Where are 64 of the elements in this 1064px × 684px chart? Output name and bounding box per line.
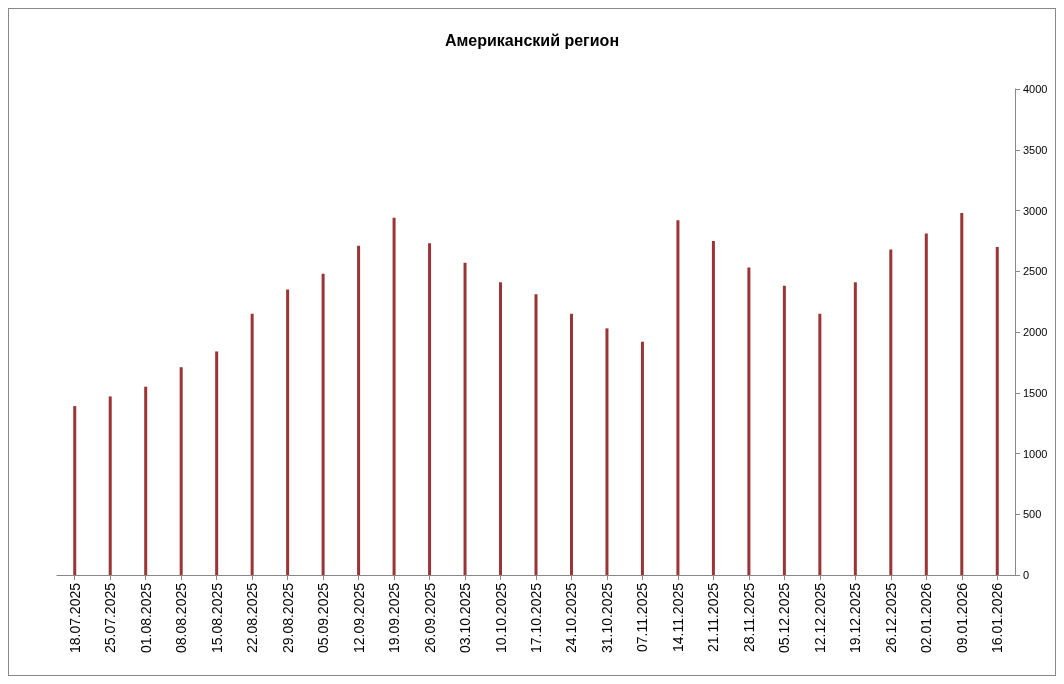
bar xyxy=(889,249,893,575)
y-tick-label: 2500 xyxy=(1023,265,1048,278)
bar xyxy=(108,396,112,575)
x-tick-label: 15.08.2025 xyxy=(208,582,225,654)
x-tick-label: 31.10.2025 xyxy=(598,582,615,654)
x-tick-label: 12.09.2025 xyxy=(350,582,367,654)
bar xyxy=(747,267,751,575)
y-tick-label: 3000 xyxy=(1023,204,1048,217)
x-tick-label: 22.08.2025 xyxy=(244,582,261,654)
x-tick-label: 05.09.2025 xyxy=(315,582,332,654)
bar xyxy=(853,282,857,575)
bar xyxy=(215,351,219,575)
bar xyxy=(605,328,609,575)
bar xyxy=(534,294,538,575)
y-tick-label: 1500 xyxy=(1023,386,1048,399)
bar xyxy=(676,220,680,575)
x-tick-label: 07.11.2025 xyxy=(634,582,651,653)
bar xyxy=(499,282,503,575)
y-tick-label: 2000 xyxy=(1023,326,1048,338)
chart-title: Американский регион xyxy=(444,31,620,49)
bar xyxy=(924,233,928,575)
x-tick-label: 29.08.2025 xyxy=(279,582,296,654)
bar xyxy=(250,313,254,575)
y-tick-label: 1000 xyxy=(1023,447,1048,460)
bar xyxy=(782,285,786,575)
y-tick-label: 500 xyxy=(1023,508,1042,521)
x-tick-label: 09.01.2026 xyxy=(953,582,970,654)
x-tick-label: 19.09.2025 xyxy=(386,582,403,654)
y-tick-label: 3500 xyxy=(1023,143,1048,156)
x-tick-label: 28.11.2025 xyxy=(740,582,757,653)
bar xyxy=(357,245,361,575)
bar xyxy=(569,313,573,575)
bar xyxy=(463,262,467,575)
bar xyxy=(995,246,999,575)
bar xyxy=(73,406,77,575)
x-tick-label: 14.11.2025 xyxy=(669,582,686,653)
x-tick-label: 21.11.2025 xyxy=(705,582,722,653)
x-tick-label: 03.10.2025 xyxy=(457,582,474,654)
x-tick-label: 01.08.2025 xyxy=(137,582,154,654)
bar xyxy=(179,367,183,575)
bar xyxy=(286,289,290,575)
bar xyxy=(428,243,432,575)
x-tick-label: 18.07.2025 xyxy=(66,582,83,654)
bar xyxy=(711,240,715,575)
x-tick-label: 16.01.2026 xyxy=(989,582,1006,654)
x-tick-label: 25.07.2025 xyxy=(102,582,119,654)
x-tick-label: 26.12.2025 xyxy=(882,582,899,654)
bar xyxy=(321,273,325,575)
x-tick-label: 02.01.2026 xyxy=(918,582,935,654)
bar xyxy=(640,341,644,575)
y-tick-label: 4000 xyxy=(1023,83,1048,95)
bar xyxy=(960,212,964,575)
x-tick-label: 05.12.2025 xyxy=(776,582,793,654)
bar xyxy=(392,217,396,575)
x-tick-label: 24.10.2025 xyxy=(563,582,580,654)
y-tick-label: 0 xyxy=(1023,569,1030,581)
bar xyxy=(144,386,148,575)
x-tick-label: 19.12.2025 xyxy=(847,582,864,654)
x-tick-label: 17.10.2025 xyxy=(528,582,544,654)
x-tick-label: 12.12.2025 xyxy=(811,582,828,654)
x-tick-label: 08.08.2025 xyxy=(173,582,190,654)
x-tick-label: 10.10.2025 xyxy=(492,582,509,654)
bar xyxy=(818,313,822,575)
x-tick-label: 26.09.2025 xyxy=(421,582,438,654)
